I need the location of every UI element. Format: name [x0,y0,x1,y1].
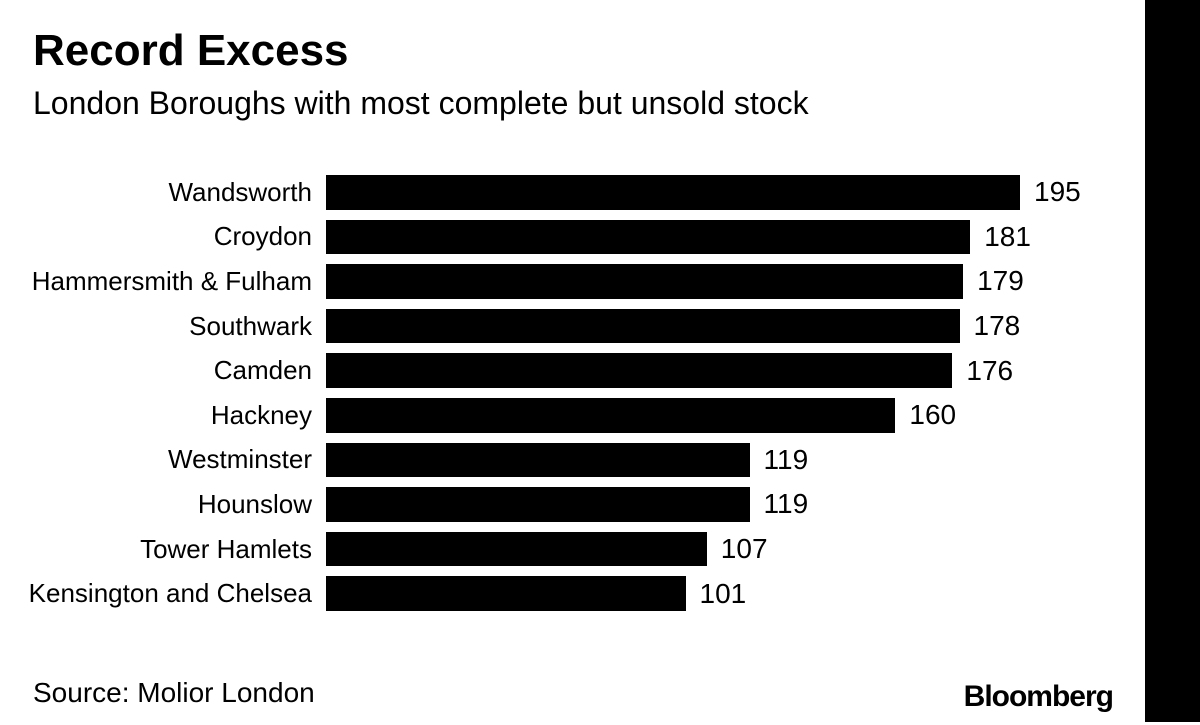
bar [326,531,707,567]
bar [326,397,896,433]
bar-chart: Wandsworth 195 Croydon 181 Hammersmith &… [0,170,1145,616]
value-label: 119 [763,443,809,475]
bar-row: Hammersmith & Fulham 179 [0,259,1145,304]
bar [326,264,964,299]
chart-title: Record Excess [33,26,349,75]
value-label: 119 [763,488,809,520]
value-label: 179 [977,265,1024,297]
category-label: Southwark [189,310,312,341]
category-label: Tower Hamlets [140,533,312,564]
value-label: 160 [909,399,957,431]
category-label: Hammersmith & Fulham [31,265,312,296]
right-edge-black-bar [1145,0,1200,722]
value-label: 176 [966,354,1014,386]
bar-row: Hounslow 119 [0,482,1145,527]
value-label: 178 [973,310,1021,342]
bar [326,219,971,255]
category-label: Westminster [168,444,312,475]
bar-row: Hackney 160 [0,393,1145,438]
bar-row: Kensington and Chelsea 101 [0,571,1145,616]
bar-row: Wandsworth 195 [0,170,1145,215]
value-label: 101 [699,577,747,609]
bar [326,308,960,344]
bar-row: Southwark 178 [0,304,1145,349]
bar [326,487,750,522]
category-label: Camden [213,355,312,386]
value-label: 107 [720,533,768,565]
bar-row: Tower Hamlets 107 [0,527,1145,572]
chart-subtitle: London Boroughs with most complete but u… [33,85,809,121]
source-note: Source: Molior London [33,677,315,708]
bar-row: Camden 176 [0,348,1145,393]
category-label: Hackney [210,399,312,430]
category-label: Hounslow [197,488,312,519]
value-label: 181 [984,220,1031,252]
bar [326,353,953,388]
bar-row: Croydon 181 [0,215,1145,260]
bar [326,175,1020,210]
category-label: Croydon [213,221,312,252]
category-label: Kensington and Chelsea [28,578,312,609]
bar [326,576,686,611]
bloomberg-logo: Bloomberg [963,680,1114,713]
value-label: 195 [1034,176,1081,208]
category-label: Wandsworth [168,176,312,207]
bar [326,442,750,478]
bar-row: Westminster 119 [0,438,1145,483]
